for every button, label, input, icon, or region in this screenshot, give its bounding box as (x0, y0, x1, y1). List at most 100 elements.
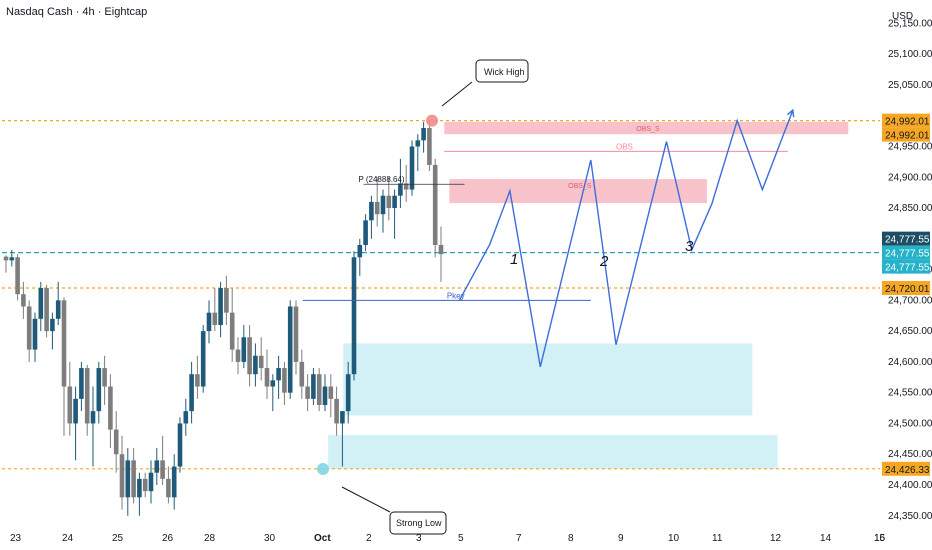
candle-body (369, 201, 374, 221)
candle-body (282, 368, 287, 393)
candle-body (166, 478, 171, 498)
level-label-0: OBS (616, 142, 633, 151)
x-tick: 10 (668, 533, 680, 544)
x-tick: 24 (62, 533, 74, 544)
wick-high-label: Wick High (484, 67, 525, 77)
candle-body (218, 288, 223, 325)
candle-body (44, 288, 49, 332)
candle-body (32, 318, 38, 350)
candle-body (79, 368, 84, 399)
x-tick: 9 (618, 533, 624, 544)
candle-body (108, 386, 113, 430)
y-tick: 24,500.00 (888, 418, 932, 429)
price-badge-label: 24,777.55 (885, 249, 930, 260)
y-tick: 24,600.00 (888, 357, 932, 368)
price-badge-label: 24,992.01 (885, 117, 930, 128)
x-tick: 11 (712, 533, 723, 544)
candle-body (363, 220, 368, 245)
candle-body (90, 411, 96, 424)
x-tick: 23 (10, 533, 22, 544)
candle-body (119, 454, 125, 498)
candle-body (195, 374, 200, 387)
pivot-label: P (24888.64) (358, 175, 404, 184)
candle-body (229, 312, 235, 350)
strong-low-box (389, 511, 447, 535)
candle-body (241, 337, 247, 362)
x-tick: 30 (264, 533, 276, 544)
price-badge-label: 24,720.01 (885, 284, 930, 295)
candle-body (177, 423, 183, 467)
x-tick: 15 (874, 533, 886, 544)
chart-title: Nasdaq Cash · 4h · Eightcap (6, 6, 148, 18)
candle-body (305, 386, 310, 399)
zone-1 (449, 179, 707, 204)
candle-body (96, 368, 102, 412)
candle-body (322, 386, 328, 405)
zone-0 (444, 121, 849, 135)
candle-body (189, 374, 194, 412)
projection-arrowhead (786, 108, 795, 118)
candle-body (432, 164, 438, 245)
candle-body (427, 128, 432, 165)
y-tick: 25,050.00 (888, 80, 932, 91)
price-badge (882, 461, 930, 476)
candle-body (142, 478, 148, 492)
candle-body (264, 368, 270, 387)
price-badge-label: 24,992.01 (885, 131, 930, 142)
candle-body (3, 256, 9, 261)
candle-body (386, 195, 392, 209)
candle-body (235, 349, 241, 362)
candle-body (374, 201, 380, 215)
zone-2 (343, 343, 753, 416)
candle-body (50, 318, 55, 332)
candle-body (73, 398, 78, 424)
candle-body (340, 411, 345, 424)
wave-label-3: 3 (685, 238, 694, 255)
candle-body (206, 312, 212, 332)
y-tick: 24,400.00 (888, 480, 932, 491)
candle-body (15, 257, 20, 295)
x-tick: 16 (874, 533, 886, 544)
candle-body (328, 386, 334, 399)
candle-body (276, 368, 281, 381)
x-tick: 26 (162, 533, 174, 544)
y-tick: 25,100.00 (888, 49, 932, 60)
candle-body (61, 300, 67, 387)
candle-body (247, 337, 252, 375)
wick-high-box (475, 59, 529, 83)
candle-body (316, 374, 322, 405)
wick-high-pointer (441, 81, 473, 107)
strong-low-label: Strong Low (396, 518, 442, 528)
x-tick: 12 (770, 533, 782, 544)
candle-body (311, 374, 316, 399)
candle-body (160, 460, 165, 479)
candle-body (287, 306, 293, 393)
projection-path (458, 109, 794, 367)
zone-label-0: OBS_S (636, 126, 660, 133)
candle-body (357, 244, 363, 258)
y-tick: 24,700.00 (888, 295, 932, 306)
candle-body (398, 183, 403, 196)
x-tick: 25 (112, 533, 124, 544)
price-badge (882, 281, 930, 296)
y-tick: 24,450.00 (888, 449, 932, 460)
candle-body (26, 306, 32, 350)
candle-body (137, 478, 142, 498)
y-tick: 24,550.00 (888, 388, 932, 399)
candle-body (9, 257, 15, 261)
candle-body (345, 374, 351, 412)
x-tick: Oct (314, 533, 331, 544)
price-axis (882, 0, 932, 550)
x-tick: 2 (366, 533, 372, 544)
price-badge-label: 24,426.33 (885, 465, 930, 476)
x-tick: 3 (416, 533, 422, 544)
strong-low-pointer (341, 486, 391, 513)
candle-body (154, 460, 160, 473)
price-badge (882, 127, 930, 142)
candle-body (253, 355, 258, 375)
y-tick: 24,950.00 (888, 141, 932, 152)
candle-body (131, 460, 136, 498)
candle-body (55, 300, 61, 319)
wick-high-marker (426, 114, 438, 127)
